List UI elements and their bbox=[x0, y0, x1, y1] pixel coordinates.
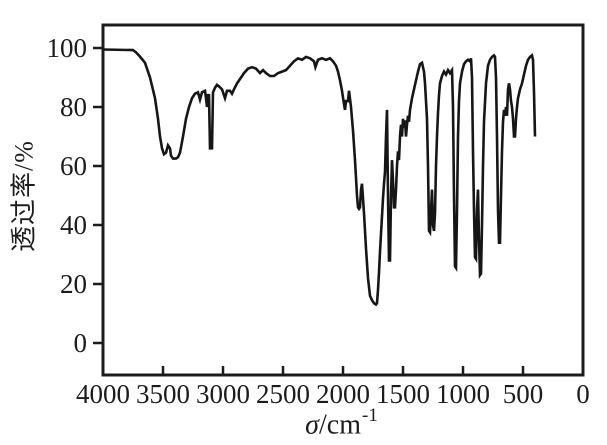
x-tick-label: 1000 bbox=[436, 379, 490, 409]
x-axis-symbol: σ bbox=[305, 409, 319, 441]
x-tick-label: 4000 bbox=[76, 379, 130, 409]
y-tick-label: 80 bbox=[60, 92, 87, 122]
plot-frame bbox=[101, 23, 585, 377]
y-axis-label-text: 透过率/% bbox=[9, 140, 39, 252]
y-tick-label: 20 bbox=[60, 269, 87, 299]
x-tick-label: 3000 bbox=[196, 379, 250, 409]
y-axis-label: 透过率/% bbox=[4, 140, 41, 252]
x-tick-label: 1500 bbox=[376, 379, 430, 409]
x-axis-label: σ/cm-1 bbox=[305, 405, 378, 441]
y-tick-label: 0 bbox=[74, 328, 88, 358]
y-tick-label: 60 bbox=[60, 151, 87, 181]
x-axis-unit: /cm bbox=[318, 409, 361, 441]
x-tick-label: 3500 bbox=[136, 379, 190, 409]
x-tick-label: 2000 bbox=[316, 379, 370, 409]
x-axis-exponent: -1 bbox=[361, 405, 378, 426]
y-tick-label: 100 bbox=[47, 33, 88, 63]
x-tick-label: 0 bbox=[576, 379, 590, 409]
x-tick-label: 500 bbox=[503, 379, 544, 409]
spectrum-trace bbox=[102, 48, 537, 307]
x-tick-label: 2500 bbox=[256, 379, 310, 409]
y-tick-label: 40 bbox=[60, 210, 87, 240]
